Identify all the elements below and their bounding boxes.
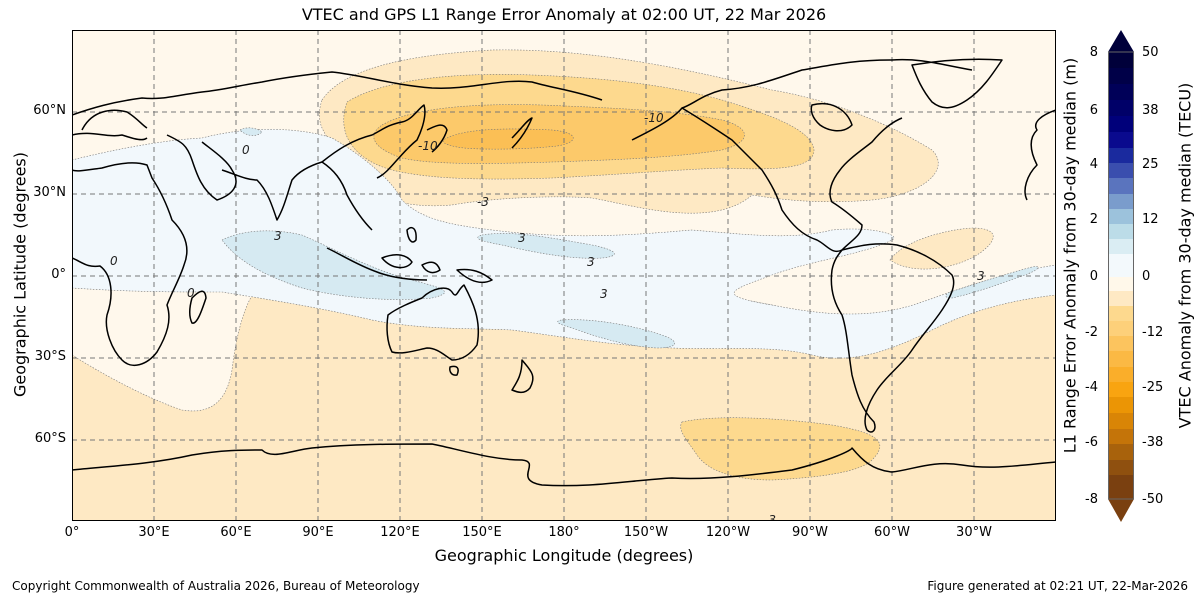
xtick-150e: 150°E <box>462 525 502 540</box>
ytick-30s: 30°S <box>34 349 66 364</box>
cb-tick-left: -2 <box>1085 325 1098 340</box>
contour-label: 3 <box>587 255 595 269</box>
cb-tick-left: -8 <box>1085 492 1098 507</box>
cb-tick-left: -4 <box>1085 380 1098 395</box>
contour-label: 3 <box>600 287 608 301</box>
xtick-60e: 60°E <box>220 525 252 540</box>
xtick-150w: 150°W <box>623 525 669 540</box>
copyright-note: Copyright Commonwealth of Australia 2026… <box>12 579 420 593</box>
xtick-30w: 30°W <box>956 525 992 540</box>
contour-label: 3 <box>977 269 985 283</box>
xtick-0: 0° <box>64 525 80 540</box>
anomaly-map: 0 0 0 -10 -10 -3 3 3 3 3 3 -3 <box>71 30 1057 527</box>
contour-label: -3 <box>477 195 489 209</box>
contour-label: 3 <box>274 229 282 243</box>
contour-label: 0 <box>242 143 250 157</box>
contour-label: -3 <box>764 513 776 521</box>
contour-label: 0 <box>110 254 118 268</box>
cb-tick-right: 12 <box>1142 212 1159 227</box>
x-axis-label: Geographic Longitude (degrees) <box>434 546 694 565</box>
contour-label: -10 <box>644 111 664 125</box>
cb-tick-right: -12 <box>1142 325 1164 340</box>
cb-tick-right: 25 <box>1142 157 1159 172</box>
cb-tick-right: -38 <box>1142 435 1164 450</box>
cb-tick-right: 0 <box>1142 269 1151 284</box>
ytick-0: 0° <box>51 267 66 282</box>
xtick-90w: 90°W <box>792 525 828 540</box>
contour-label: 3 <box>518 231 526 245</box>
ytick-30n: 30°N <box>33 185 66 200</box>
cb-tick-right: 38 <box>1142 103 1159 118</box>
xtick-120w: 120°W <box>705 525 751 540</box>
cb-tick-right: -25 <box>1142 380 1164 395</box>
cb-tick-right: 50 <box>1142 45 1159 60</box>
generated-timestamp: Figure generated at 02:21 UT, 22-Mar-202… <box>927 579 1188 593</box>
cb-tick-left: 4 <box>1089 157 1098 172</box>
colorbar <box>1104 30 1138 522</box>
cb-tick-left: 2 <box>1089 212 1098 227</box>
cb-tick-left: -6 <box>1085 435 1098 450</box>
map-plot-area: 0 0 0 -10 -10 -3 3 3 3 3 3 -3 <box>71 30 1057 527</box>
contour-label: 0 <box>187 286 195 300</box>
colorbar-right-label: VTEC Anomaly from 30-day median (TECU) <box>1175 82 1195 429</box>
ytick-60s: 60°S <box>34 431 66 446</box>
contour-label: -10 <box>418 139 438 153</box>
cb-tick-left: 8 <box>1089 45 1098 60</box>
chart-title: VTEC and GPS L1 Range Error Anomaly at 0… <box>301 5 827 24</box>
colorbar-left-label: L1 Range Error Anomaly from 30-day media… <box>1060 57 1080 454</box>
cb-tick-right: -50 <box>1142 492 1164 507</box>
cb-tick-left: 0 <box>1089 269 1098 284</box>
cb-tick-left: 6 <box>1089 103 1098 118</box>
xtick-180: 180° <box>548 525 580 540</box>
xtick-120e: 120°E <box>380 525 420 540</box>
xtick-60w: 60°W <box>874 525 910 540</box>
ytick-60n: 60°N <box>33 103 66 118</box>
xtick-90e: 90°E <box>302 525 334 540</box>
y-axis-label: Geographic Latitude (degrees) <box>10 151 30 398</box>
xtick-30e: 30°E <box>138 525 170 540</box>
